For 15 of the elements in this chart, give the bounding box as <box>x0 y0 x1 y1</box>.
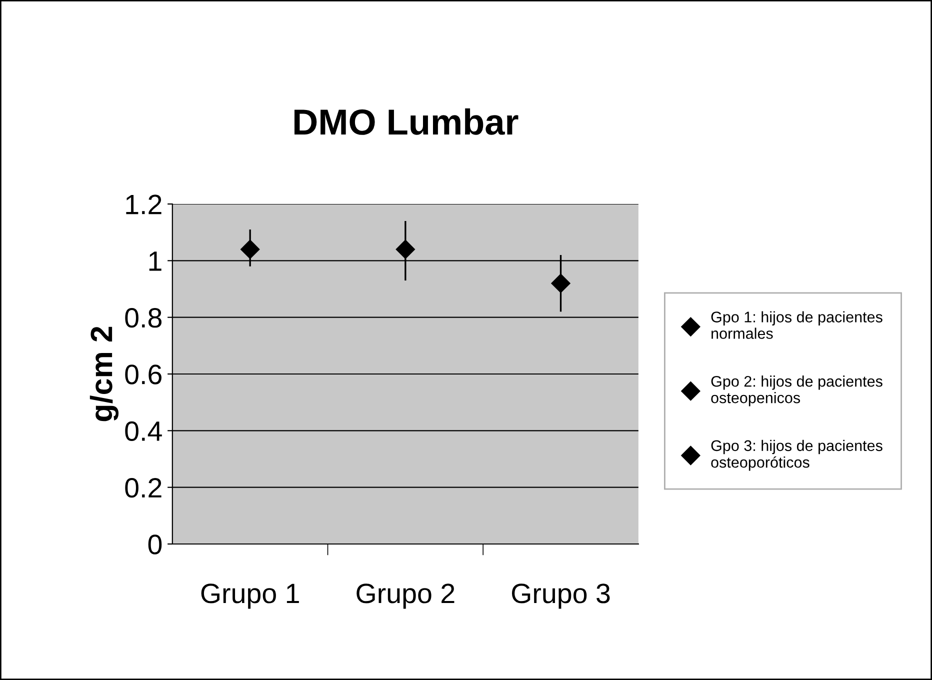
legend-label: Gpo 3: hijos de pacientes osteoporóticos <box>711 440 882 471</box>
y-tick-label: 1.2 <box>126 194 162 214</box>
y-tick-label: 0.4 <box>125 421 162 442</box>
x-tick-label: Grupo 3 <box>512 584 610 609</box>
chart-title: DMO Lumbar <box>294 108 518 135</box>
y-tick-label: 0.8 <box>125 308 162 328</box>
y-tick-label: 0 <box>148 534 162 554</box>
legend-label: Gpo 2: hijos de pacientes osteopenicos <box>711 376 882 406</box>
y-tick-label: 1 <box>149 252 162 271</box>
legend-label: Gpo 1: hijos de pacientes normales <box>711 311 882 339</box>
x-tick-label: Grupo 1 <box>201 584 299 609</box>
y-tick-label: 0.2 <box>125 478 162 498</box>
x-tick-label: Grupo 2 <box>356 584 454 609</box>
y-tick-label: 0.6 <box>125 364 162 384</box>
y-axis-title: g/cm 2 <box>90 326 119 422</box>
